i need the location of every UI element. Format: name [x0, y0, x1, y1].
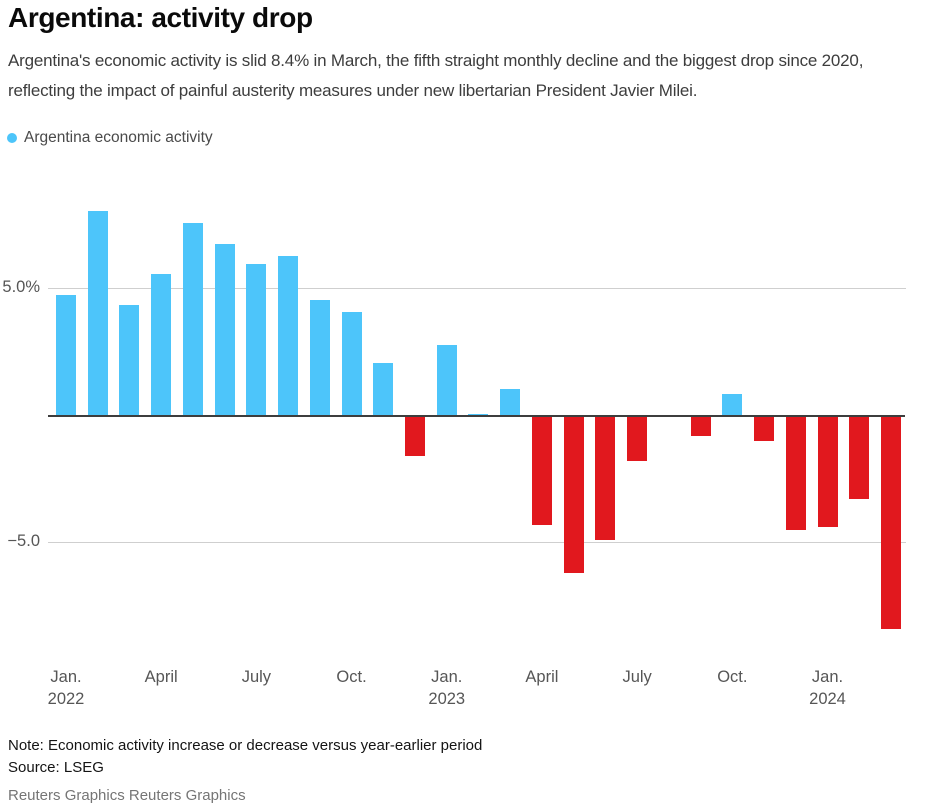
bar — [817, 415, 838, 528]
x-axis-label-line: Oct. — [717, 668, 748, 686]
x-axis-label-line: Oct. — [336, 668, 367, 686]
bar — [595, 415, 616, 540]
bar — [119, 304, 140, 417]
x-axis-label: Jan. 2024 — [783, 666, 873, 710]
chart-source: Source: LSEG — [8, 759, 104, 776]
bar — [785, 415, 806, 530]
x-axis-label: July — [211, 666, 301, 688]
gridline — [48, 288, 906, 289]
chart-note: Note: Economic activity increase or decr… — [8, 737, 483, 754]
bar — [722, 393, 743, 417]
y-axis-label: 5.0% — [2, 277, 40, 296]
x-axis-label-line: April — [525, 668, 559, 686]
bar — [151, 274, 172, 417]
bar — [309, 299, 330, 417]
x-axis-label: Jan. 2023 — [402, 666, 492, 710]
bar — [278, 256, 299, 417]
x-axis-label: April — [116, 666, 206, 688]
bar — [405, 415, 426, 457]
y-axis-label: −5.0 — [7, 531, 40, 550]
bar — [754, 415, 775, 441]
bar — [341, 312, 362, 417]
x-axis-label-line: April — [144, 668, 178, 686]
zero-axis-line — [48, 414, 905, 417]
bar — [500, 388, 521, 417]
chart-credit: Reuters Graphics Reuters Graphics — [8, 787, 246, 804]
bar — [214, 243, 235, 417]
x-axis-label-line: 2023 — [428, 690, 466, 708]
bar — [246, 264, 267, 417]
x-axis-label: Oct. — [687, 666, 777, 688]
x-axis-label: Jan. 2022 — [21, 666, 111, 710]
x-axis-label-line: Jan. — [811, 668, 844, 686]
bar — [87, 210, 108, 417]
x-axis-label-line: Jan. — [431, 668, 463, 686]
bar-chart: 5.0% −5.0 Jan. 2022 April July Oct. Jan. 2023 Apr… — [0, 170, 936, 736]
x-axis-label: April — [497, 666, 587, 688]
bar — [563, 415, 584, 573]
x-axis-label-line: Jan. — [50, 668, 82, 686]
page-title: Argentina: activity drop — [8, 2, 313, 33]
bar — [849, 415, 870, 500]
chart-description: Argentina's economic activity is slid 8.… — [8, 51, 864, 100]
bar — [690, 415, 711, 436]
legend-label: Argentina economic activity — [24, 129, 213, 146]
x-axis-label: Oct. — [307, 666, 397, 688]
x-axis-label: July — [592, 666, 682, 688]
bar — [373, 363, 394, 417]
x-axis-label-line: July — [241, 668, 272, 686]
legend: Argentina economic activity — [7, 129, 213, 147]
gridline — [48, 542, 906, 543]
bar — [182, 223, 203, 417]
bar — [880, 415, 901, 629]
bar — [436, 345, 457, 417]
legend-dot-icon — [7, 133, 17, 143]
bar — [56, 294, 76, 417]
x-axis-label-line: 2024 — [809, 690, 846, 708]
bar — [531, 415, 552, 525]
x-axis-label-line: 2022 — [47, 690, 85, 708]
x-axis-label-line: July — [622, 668, 652, 686]
bar — [627, 415, 648, 462]
